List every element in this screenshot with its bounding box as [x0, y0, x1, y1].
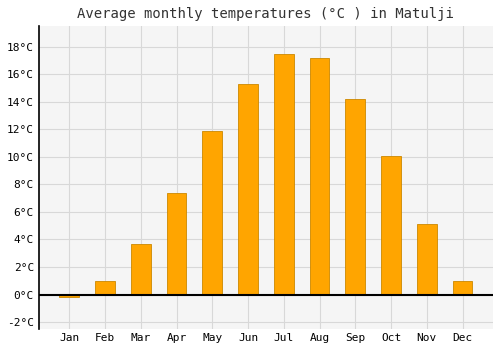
- Bar: [310, 58, 330, 294]
- Bar: [417, 224, 436, 294]
- Bar: [202, 131, 222, 294]
- Bar: [346, 99, 365, 294]
- Title: Average monthly temperatures (°C ) in Matulji: Average monthly temperatures (°C ) in Ma…: [78, 7, 454, 21]
- Bar: [274, 54, 293, 294]
- Bar: [452, 281, 472, 294]
- Bar: [95, 281, 115, 294]
- Bar: [60, 294, 79, 297]
- Bar: [131, 244, 150, 294]
- Bar: [166, 193, 186, 294]
- Bar: [238, 84, 258, 294]
- Bar: [381, 156, 401, 294]
